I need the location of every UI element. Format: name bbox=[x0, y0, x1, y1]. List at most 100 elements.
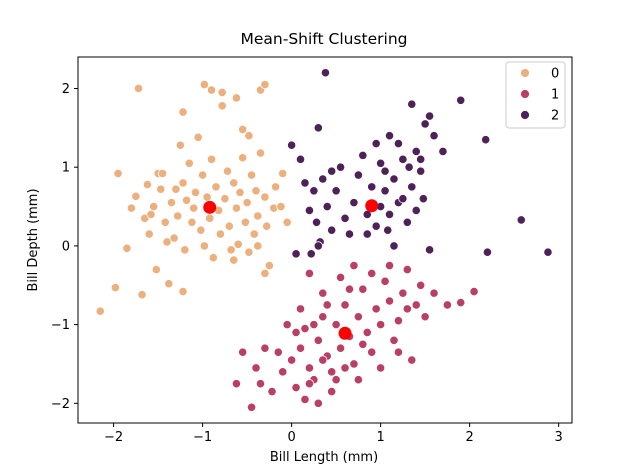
plot-frame bbox=[77, 56, 573, 424]
cluster-0-point bbox=[238, 124, 248, 135]
cluster-2-point bbox=[393, 138, 404, 149]
cluster-0-point bbox=[199, 241, 209, 251]
cluster-2-point bbox=[344, 229, 355, 239]
cluster-1-point bbox=[376, 363, 386, 373]
cluster-1-point bbox=[278, 367, 288, 377]
cluster-1-point bbox=[300, 394, 310, 404]
cluster-2-point bbox=[516, 215, 526, 225]
cluster-0-point bbox=[175, 140, 185, 150]
cluster-1-point bbox=[362, 327, 372, 338]
cluster-0-point bbox=[196, 225, 206, 235]
cluster-2-point bbox=[389, 174, 399, 184]
cluster-2-point bbox=[327, 225, 337, 235]
cluster-0-point bbox=[151, 264, 161, 275]
cluster-0-point bbox=[164, 279, 174, 289]
cluster-0-point bbox=[264, 260, 274, 271]
cluster-1-point bbox=[322, 300, 332, 310]
legend-box bbox=[505, 61, 566, 129]
cluster-2-point bbox=[456, 95, 466, 105]
cluster-0-point bbox=[240, 217, 250, 227]
cluster-0-point bbox=[133, 83, 144, 94]
cluster-2-point bbox=[418, 194, 428, 204]
y-tick-label: −1 bbox=[51, 318, 70, 333]
x-axis: −2 −1 0 1 2 3 bbox=[104, 423, 563, 445]
cluster-0-point bbox=[193, 132, 203, 142]
cluster-0-point bbox=[162, 237, 172, 247]
cluster-1-point bbox=[331, 320, 341, 330]
cluster-0-point bbox=[137, 290, 147, 300]
cluster-2-point bbox=[327, 166, 337, 176]
cluster-2-point bbox=[543, 247, 553, 257]
x-tick-label: 2 bbox=[465, 430, 473, 445]
cluster-0-point bbox=[190, 187, 201, 197]
cluster-0-point bbox=[244, 247, 254, 257]
cluster-1-point bbox=[304, 363, 315, 373]
cluster-1-point bbox=[456, 297, 466, 308]
cluster-0-point bbox=[157, 168, 168, 179]
cluster-0-point bbox=[202, 192, 212, 202]
legend-marker-0 bbox=[520, 68, 530, 78]
cluster-1-point bbox=[340, 300, 350, 310]
cluster-2-point bbox=[420, 119, 430, 129]
y-tick-label: 2 bbox=[62, 82, 70, 97]
cluster-0-point bbox=[110, 283, 120, 293]
cluster-1-point bbox=[238, 347, 248, 357]
cluster-1-point bbox=[367, 347, 377, 357]
cluster-1-point bbox=[318, 312, 328, 322]
cluster-0-point bbox=[146, 209, 156, 220]
cluster-0-point bbox=[171, 184, 181, 194]
cluster-0-point bbox=[178, 178, 188, 188]
cluster-1-point bbox=[384, 296, 395, 306]
cluster-2-point bbox=[416, 166, 426, 176]
data-points bbox=[95, 68, 553, 412]
cluster-1-point bbox=[273, 347, 283, 357]
cluster-2-point bbox=[358, 150, 368, 160]
cluster-1-point bbox=[393, 316, 404, 326]
cluster-2-point bbox=[349, 198, 359, 208]
cluster-1-point bbox=[358, 339, 368, 349]
cluster-0-point bbox=[178, 286, 188, 297]
cluster-2-point bbox=[313, 123, 323, 133]
cluster-0-point bbox=[235, 187, 245, 197]
cluster-0-point bbox=[131, 191, 141, 201]
cluster-1-point bbox=[295, 343, 306, 353]
cluster-2-point bbox=[424, 245, 435, 255]
legend-marker-1 bbox=[520, 89, 530, 99]
cluster-0-point bbox=[206, 85, 217, 95]
cluster-1-point bbox=[295, 304, 306, 314]
cluster-0-point bbox=[142, 179, 153, 190]
cluster-2-point bbox=[411, 146, 421, 157]
cluster-0-point bbox=[255, 148, 266, 158]
cluster-2-point bbox=[424, 111, 435, 121]
cluster-1-point bbox=[344, 284, 355, 294]
x-axis-label: Bill Length (mm) bbox=[270, 450, 378, 465]
cluster-0-point bbox=[217, 87, 227, 98]
cluster-1-point bbox=[304, 379, 315, 389]
cluster-1-point bbox=[282, 320, 292, 330]
cluster-0-point bbox=[253, 211, 263, 221]
cluster-0-point bbox=[276, 201, 286, 212]
y-tick-label: −2 bbox=[51, 397, 70, 412]
cluster-2-point bbox=[407, 182, 417, 192]
cluster-1-point bbox=[442, 300, 452, 310]
cluster-0-point bbox=[113, 168, 123, 179]
cluster-2-point bbox=[383, 225, 393, 235]
cluster-0-point bbox=[144, 229, 154, 239]
legend-label-1: 1 bbox=[551, 88, 559, 103]
cluster-2-point bbox=[367, 182, 377, 192]
cluster-2-point bbox=[407, 99, 417, 109]
cluster-0-point bbox=[181, 195, 192, 205]
cluster-0-point bbox=[260, 79, 270, 90]
cluster-1-point bbox=[313, 335, 323, 345]
cluster-0-point bbox=[246, 170, 257, 180]
cluster-0-point bbox=[166, 198, 177, 208]
cluster-2-point bbox=[304, 205, 315, 216]
cluster-1-point bbox=[407, 355, 417, 365]
cluster-center-point bbox=[203, 200, 217, 214]
cluster-1-point bbox=[331, 375, 341, 385]
cluster-1-point bbox=[231, 379, 242, 389]
cluster-2-point bbox=[322, 201, 332, 212]
cluster-2-point bbox=[309, 186, 319, 196]
y-axis-label: Bill Depth (mm) bbox=[26, 188, 41, 291]
cluster-2-point bbox=[331, 186, 341, 196]
